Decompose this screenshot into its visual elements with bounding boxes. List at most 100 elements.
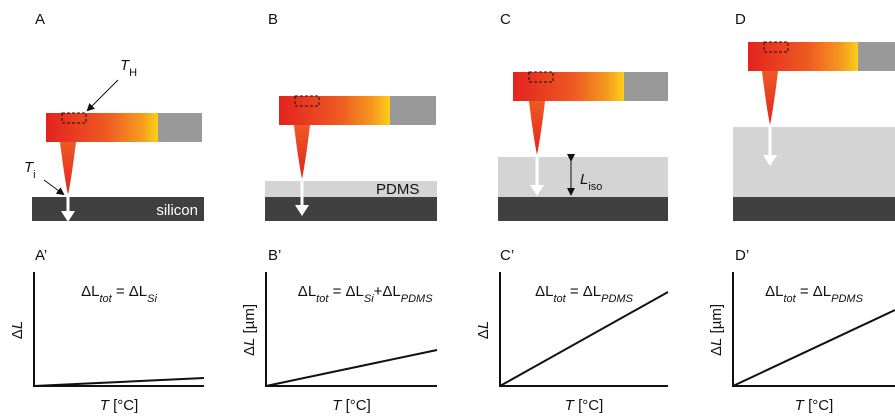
trend-line xyxy=(499,291,669,387)
cantilever-heated xyxy=(279,96,390,125)
y-axis-label-part: Δ xyxy=(9,329,26,339)
equation-part: ΔL xyxy=(535,283,553,300)
equation: ΔLtot = ΔLSi xyxy=(81,283,157,305)
cantilever-heated xyxy=(513,72,624,101)
x-axis-label-part: T xyxy=(565,397,576,414)
heater-region xyxy=(294,95,320,107)
tip xyxy=(294,125,310,179)
heat-flow-arrow-head xyxy=(295,205,309,216)
x-axis-label: T [°C] xyxy=(565,397,604,414)
ti-label-part: i xyxy=(33,169,35,181)
x-axis-label-part: [°C] xyxy=(341,397,370,414)
equation-part: PDMS xyxy=(401,293,433,305)
y-axis-label-part: L xyxy=(708,338,725,346)
panel-label: C xyxy=(500,11,511,28)
equation: ΔLtot = ΔLSi+ΔLPDMS xyxy=(298,283,433,305)
x-axis-label-part: [°C] xyxy=(574,397,603,414)
thickness-label: Liso xyxy=(580,171,602,193)
equation-part: ΔL xyxy=(81,283,99,300)
tip xyxy=(529,101,545,155)
x-axis-label-part: [°C] xyxy=(804,397,833,414)
cantilever-heated xyxy=(748,42,858,71)
plot-label: D’ xyxy=(735,247,749,264)
y-axis-label-part: Δ xyxy=(241,346,258,356)
cantilever-base xyxy=(390,96,436,125)
equation-part: tot xyxy=(316,293,329,305)
y-axis-label: ΔL [µm] xyxy=(241,304,258,356)
equation-part: = ΔL xyxy=(112,283,147,300)
panel-label: B xyxy=(268,11,278,28)
substrate-label: silicon xyxy=(156,202,198,219)
y-axis-label-part: L xyxy=(475,321,492,329)
tip xyxy=(762,71,778,125)
equation-part: = ΔL xyxy=(796,283,831,300)
equation: ΔLtot = ΔLPDMS xyxy=(535,283,634,305)
ti-label-part: T xyxy=(24,159,35,176)
panel-label: A xyxy=(35,11,45,28)
th-label-part: H xyxy=(129,67,137,79)
equation-part: tot xyxy=(553,293,566,305)
heater-region xyxy=(763,41,789,53)
x-axis-label-part: [°C] xyxy=(109,397,138,414)
heat-flow-arrow-head xyxy=(530,185,544,196)
x-axis-label-part: T xyxy=(795,397,806,414)
heater-region xyxy=(528,71,554,83)
th-pointer xyxy=(86,79,119,112)
heater-region xyxy=(61,112,87,124)
trend-line xyxy=(265,349,438,387)
equation-part: PDMS xyxy=(601,293,633,305)
cantilever-base xyxy=(624,72,668,101)
equation-part: PDMS xyxy=(831,293,863,305)
equation-part: Si xyxy=(147,293,157,305)
y-axis-label-part: Δ xyxy=(708,346,725,356)
pdms-layer xyxy=(498,157,668,197)
y-axis-label-part: Δ xyxy=(475,329,492,339)
heat-flow-arrow-head xyxy=(763,155,777,166)
pdms-layer xyxy=(265,181,437,197)
cantilever-base xyxy=(858,42,895,71)
trend-line xyxy=(732,309,895,387)
equation-part: ΔL xyxy=(298,283,316,300)
th-label-part: T xyxy=(120,57,131,74)
y-axis-label-part: [µm] xyxy=(241,304,258,338)
equation-part: tot xyxy=(783,293,796,305)
layer-label: PDMS xyxy=(376,181,419,198)
substrate xyxy=(32,197,204,221)
equation-part: = ΔL xyxy=(566,283,601,300)
x-axis-label: T [°C] xyxy=(332,397,371,414)
y-axis-label-part: L xyxy=(241,338,258,346)
equation-part: tot xyxy=(99,293,112,305)
equation-part: ΔL xyxy=(765,283,783,300)
plot-label: A’ xyxy=(35,247,47,264)
thickness-label-part: L xyxy=(580,171,588,188)
y-axis-label: ΔL xyxy=(9,321,26,339)
equation-part: = ΔL xyxy=(328,283,363,300)
x-axis-label-part: T xyxy=(100,397,111,414)
ti-label: Ti xyxy=(24,159,36,181)
equation: ΔLtot = ΔLPDMS xyxy=(765,283,864,305)
substrate xyxy=(733,197,895,221)
equation-part: Si xyxy=(364,293,374,305)
heat-flow-arrow-head xyxy=(61,211,75,222)
panel-label: D xyxy=(735,11,746,28)
plot-label: B’ xyxy=(268,247,281,264)
pdms-layer xyxy=(733,127,895,197)
tip xyxy=(60,142,76,195)
substrate xyxy=(498,197,668,221)
ti-pointer xyxy=(43,179,65,196)
thickness-label-part: iso xyxy=(588,181,602,193)
x-axis-label: T [°C] xyxy=(795,397,834,414)
th-label: TH xyxy=(120,57,137,79)
equation-part: +ΔL xyxy=(374,283,401,300)
cantilever-heated xyxy=(46,113,158,142)
y-axis-label-part: L xyxy=(9,321,26,329)
y-axis-label-part: [µm] xyxy=(708,304,725,338)
trend-line xyxy=(33,377,205,387)
y-axis-label: ΔL xyxy=(475,321,492,339)
substrate xyxy=(265,197,437,221)
x-axis-label: T [°C] xyxy=(100,397,139,414)
plot-label: C’ xyxy=(500,247,514,264)
y-axis-label: ΔL [µm] xyxy=(708,304,725,356)
x-axis-label-part: T xyxy=(332,397,343,414)
